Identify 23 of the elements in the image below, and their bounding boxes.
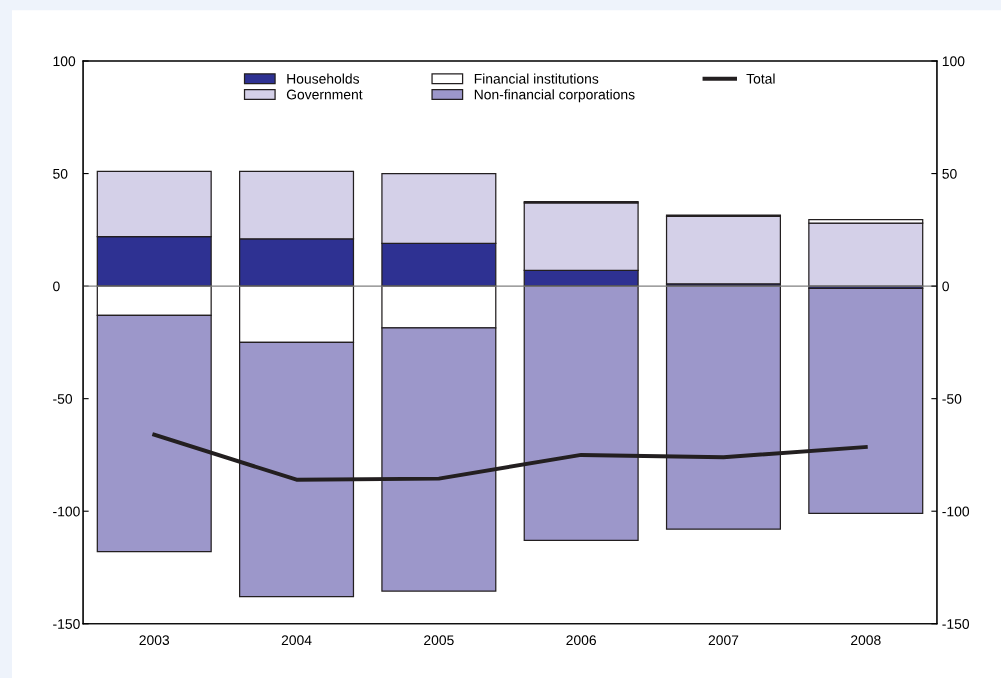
x-tick-label: 2003 <box>139 635 170 646</box>
x-tick-label: 2005 <box>424 635 454 646</box>
y-tick-label: -150 <box>53 619 80 629</box>
x-tick-label: 2004 <box>281 635 312 646</box>
y2-tick-label: 100 <box>942 56 965 67</box>
legend-label: Non-financial corporations <box>474 89 635 103</box>
x-tick-label: 2007 <box>708 635 739 646</box>
y2-tick-label: 50 <box>942 168 957 179</box>
y-tick-label: -50 <box>53 394 73 404</box>
legend-label: Government <box>286 89 363 100</box>
y2-tick-label: 0 <box>942 281 949 292</box>
y-tick-label: 50 <box>53 168 68 179</box>
legend-label: Households <box>287 73 360 84</box>
x-tick-label: 2006 <box>566 635 596 646</box>
y2-tick-label: -150 <box>942 619 970 629</box>
y-tick-label: 100 <box>53 56 76 67</box>
y2-tick-label: -100 <box>942 506 970 517</box>
legend-label: Total <box>746 73 775 84</box>
y-tick-label: -100 <box>53 506 80 517</box>
y-tick-label: 0 <box>53 281 60 292</box>
legend-label: Financial institutions <box>474 73 599 84</box>
x-tick-label: 2008 <box>851 635 881 646</box>
y2-tick-label: -50 <box>942 394 962 404</box>
